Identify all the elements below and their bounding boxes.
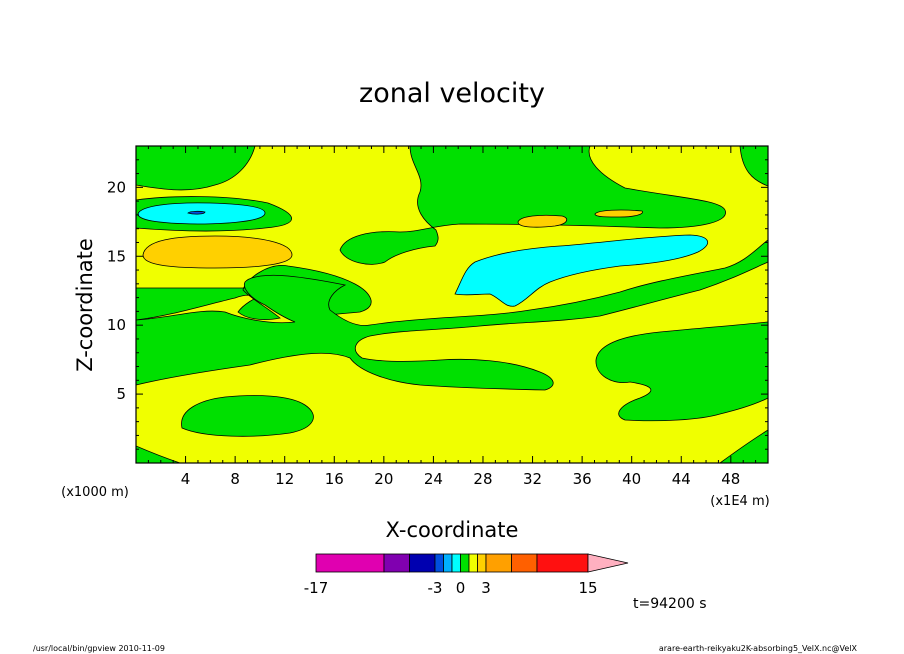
colorbar-segment xyxy=(511,553,538,573)
y-tick-label: 5 xyxy=(116,385,126,403)
colorbar-segment xyxy=(451,553,461,573)
contour-region-orange xyxy=(517,214,568,228)
contour-region-orange xyxy=(594,209,643,218)
x-tick-label: 40 xyxy=(622,470,641,488)
y-tick-label: 15 xyxy=(107,247,126,265)
contour-region-green xyxy=(719,429,768,463)
colorbar-segment xyxy=(485,553,512,573)
y-unit-label: (x1000 m) xyxy=(61,485,129,500)
plot-frame xyxy=(135,145,769,464)
contour-region-cyan xyxy=(454,234,708,307)
y-tick-label: 20 xyxy=(107,178,126,196)
colorbar-tick-label: -3 xyxy=(428,579,443,597)
x-unit-label: (x1E4 m) xyxy=(710,494,769,509)
colorbar-segment xyxy=(434,553,444,573)
colorbar-segment xyxy=(468,553,478,573)
x-tick-label: 20 xyxy=(374,470,393,488)
x-tick-label: 36 xyxy=(573,470,592,488)
x-tick-label: 48 xyxy=(721,470,740,488)
colorbar-tick-label: 3 xyxy=(481,579,491,597)
contour-region-green xyxy=(136,146,256,191)
x-tick-label: 24 xyxy=(424,470,443,488)
colorbar-segment xyxy=(443,553,453,573)
contour-region-green xyxy=(595,321,768,422)
y-axis-label: Z-coordinate xyxy=(73,238,97,372)
colorbar-segment xyxy=(477,553,487,573)
footer-right: arare-earth-reikyaku2K-absorbing5_VelX.n… xyxy=(659,644,858,653)
colorbar-labels: -17 -3 0 3 15 xyxy=(304,579,598,597)
contour-region-green xyxy=(739,146,768,187)
colorbar-segment xyxy=(315,553,385,573)
contour-region-green xyxy=(136,239,768,391)
time-label: t=94200 s xyxy=(633,596,707,612)
x-tick-label: 8 xyxy=(230,470,240,488)
x-tick-label: 12 xyxy=(275,470,294,488)
x-axis-label: X-coordinate xyxy=(386,518,519,542)
x-tick-label: 28 xyxy=(473,470,492,488)
contour-region-green xyxy=(339,146,726,265)
colorbar-segment xyxy=(536,553,589,573)
x-tick-label: 16 xyxy=(325,470,344,488)
colorbar xyxy=(315,553,629,573)
chart-title: zonal velocity xyxy=(359,78,545,109)
colorbar-extend-arrow xyxy=(587,553,629,573)
contour-region-green xyxy=(181,395,314,437)
plot-area xyxy=(135,145,769,464)
colorbar-tick-label: -17 xyxy=(304,579,329,597)
x-tick-label: 4 xyxy=(181,470,191,488)
x-axis: 4 8 12 16 20 24 28 32 36 40 44 48 xyxy=(147,146,769,488)
contour-region-blue xyxy=(187,210,206,215)
colorbar-segment xyxy=(383,553,410,573)
colorbar-segment xyxy=(460,553,470,573)
y-tick-label: 10 xyxy=(107,316,126,334)
footer-left: /usr/local/bin/gpview 2010-11-09 xyxy=(33,644,165,653)
colorbar-tick-label: 0 xyxy=(456,579,466,597)
colorbar-tick-label: 15 xyxy=(578,579,597,597)
contour-region-green xyxy=(136,445,181,463)
y-axis: 5 10 15 20 xyxy=(107,145,768,450)
contour-region-orange xyxy=(142,235,293,269)
colorbar-segment xyxy=(409,553,436,573)
x-tick-label: 32 xyxy=(523,470,542,488)
x-tick-label: 44 xyxy=(672,470,691,488)
